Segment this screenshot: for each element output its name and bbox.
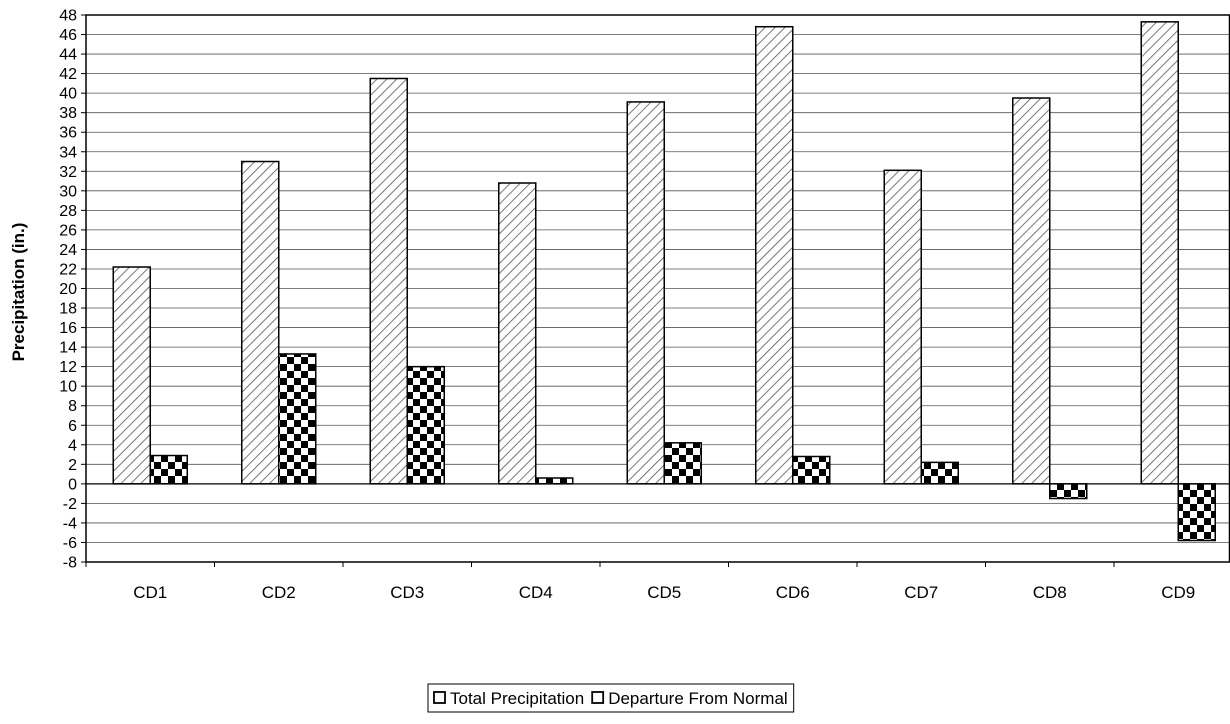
bars [112,21,1216,542]
y-tick-label: 44 [59,47,77,64]
y-tick-label: 42 [59,66,77,83]
y-tick-label: 8 [68,398,77,415]
legend-swatch [591,691,605,704]
legend-entry: Departure From Normal [608,689,788,708]
y-tick-label: 48 [59,8,77,25]
y-tick-label: 22 [59,261,77,278]
bar-departure-from-normal-cd9 [1177,483,1216,542]
y-tick-label: 24 [59,242,77,259]
y-tick-label: 30 [59,183,77,200]
x-tick-label: CD9 [1161,583,1195,602]
y-tick-label: 26 [59,222,77,239]
y-tick-label: 38 [59,105,77,122]
y-tick-label: 36 [59,125,77,142]
bar-departure-from-normal-cd8 [1049,483,1088,500]
bar-total-precipitation-cd6 [755,25,794,485]
bar-total-precipitation-cd9 [1140,21,1179,485]
y-tick-label: 6 [68,418,77,435]
y-tick-label: 0 [68,476,77,493]
bar-departure-from-normal-cd5 [663,442,702,485]
legend-entry: Total Precipitation [450,689,584,708]
bar-total-precipitation-cd8 [1012,97,1051,485]
y-tick-label: -6 [63,535,77,552]
legend-frame [427,683,795,713]
bar-total-precipitation-cd5 [626,101,665,485]
bar-departure-from-normal-cd4 [535,477,574,485]
y-tick-label: 40 [59,86,77,103]
y-tick-label: 32 [59,164,77,181]
x-tick-label: CD5 [647,583,681,602]
y-tick-label: 46 [59,27,77,44]
bar-departure-from-normal-cd7 [920,461,959,485]
y-axis-label: Precipitation (in.) [9,223,28,362]
y-tick-label: 20 [59,281,77,298]
bar-departure-from-normal-cd6 [792,455,831,485]
bar-departure-from-normal-cd1 [149,454,188,485]
x-tick-label: CD3 [390,583,424,602]
y-tick-label: 12 [59,359,77,376]
y-tick-label: 16 [59,320,77,337]
x-tick-label: CD4 [519,583,553,602]
x-tick-label: CD6 [776,583,810,602]
bar-total-precipitation-cd7 [883,169,922,485]
x-tick-label: CD7 [904,583,938,602]
y-tick-label: -2 [63,496,77,513]
x-tick-label: CD8 [1033,583,1067,602]
bar-total-precipitation-cd3 [369,77,408,485]
y-tick-label: 14 [59,340,77,357]
bar-departure-from-normal-cd2 [278,353,317,485]
y-tick-label: 2 [68,457,77,474]
bar-departure-from-normal-cd3 [406,365,445,485]
y-tick-label: -8 [63,555,77,572]
x-tick-label: CD1 [133,583,167,602]
y-tick-label: 4 [68,437,77,454]
legend: Total Precipitation Departure From Normal [427,683,795,713]
legend-swatch [433,691,446,704]
y-tick-label: -4 [63,515,77,532]
y-tick-label: 34 [59,144,77,161]
y-tick-label: 28 [59,203,77,220]
bar-total-precipitation-cd1 [112,266,151,485]
y-tick-label: 18 [59,301,77,318]
y-tick-label: 10 [59,379,77,396]
bar-total-precipitation-cd4 [498,182,537,485]
x-tick-label: CD2 [262,583,296,602]
bar-total-precipitation-cd2 [241,160,280,485]
